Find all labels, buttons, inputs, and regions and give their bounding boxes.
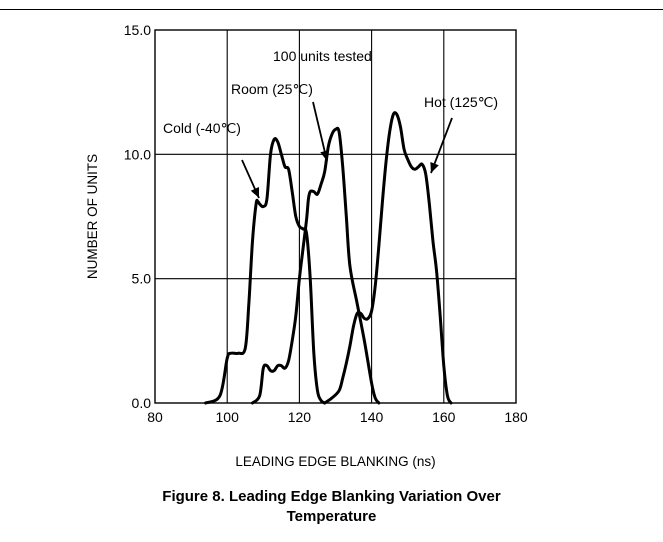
x-tick-label: 120: [288, 409, 312, 425]
caption-line-1: Figure 8. Leading Edge Blanking Variatio…: [162, 488, 501, 505]
annotation-hot: Hot (125℃): [424, 94, 498, 110]
x-tick-label: 180: [504, 409, 528, 425]
x-tick-label: 80: [147, 409, 163, 425]
y-axis-label: NUMBER OF UNITS: [85, 154, 100, 279]
y-tick-label: 0.0: [132, 395, 152, 411]
chart-svg: 80 100 120 140 160 180 0.0 5.0 10.0 15.0 NUMBER O…: [85, 22, 528, 469]
x-tick-label: 140: [360, 409, 384, 425]
annotation-room: Room (25℃): [231, 81, 313, 97]
series-line-room: [250, 126, 381, 405]
figure-caption: Figure 8. Leading Edge Blanking Variatio…: [0, 487, 663, 527]
y-tick-label: 10.0: [124, 146, 151, 162]
arrow-cold-head: [250, 187, 260, 198]
series-line-cold: [204, 137, 327, 405]
series-line-hot: [323, 111, 453, 405]
x-axis-label: LEADING EDGE BLANKING (ns): [235, 454, 435, 469]
grid: [155, 30, 516, 403]
arrow-room-head: [320, 150, 330, 161]
x-tick-label: 160: [432, 409, 456, 425]
caption-line-2: Temperature: [286, 508, 377, 525]
series-group: [204, 111, 453, 405]
annotation-units-tested: 100 units tested: [273, 48, 372, 64]
arrow-room: [312, 101, 328, 162]
y-tick-label: 5.0: [132, 271, 152, 287]
x-tick-label: 100: [216, 409, 240, 425]
annotation-arrows: [241, 101, 453, 199]
annotation-cold: Cold (-40℃): [163, 120, 241, 136]
arrow-hot-head: [430, 162, 439, 173]
top-rule: [0, 9, 663, 10]
plot-frame: [154, 29, 517, 404]
y-tick-label: 15.0: [124, 22, 151, 38]
tick-labels: 80 100 120 140 160 180 0.0 5.0 10.0 15.0: [124, 22, 528, 425]
